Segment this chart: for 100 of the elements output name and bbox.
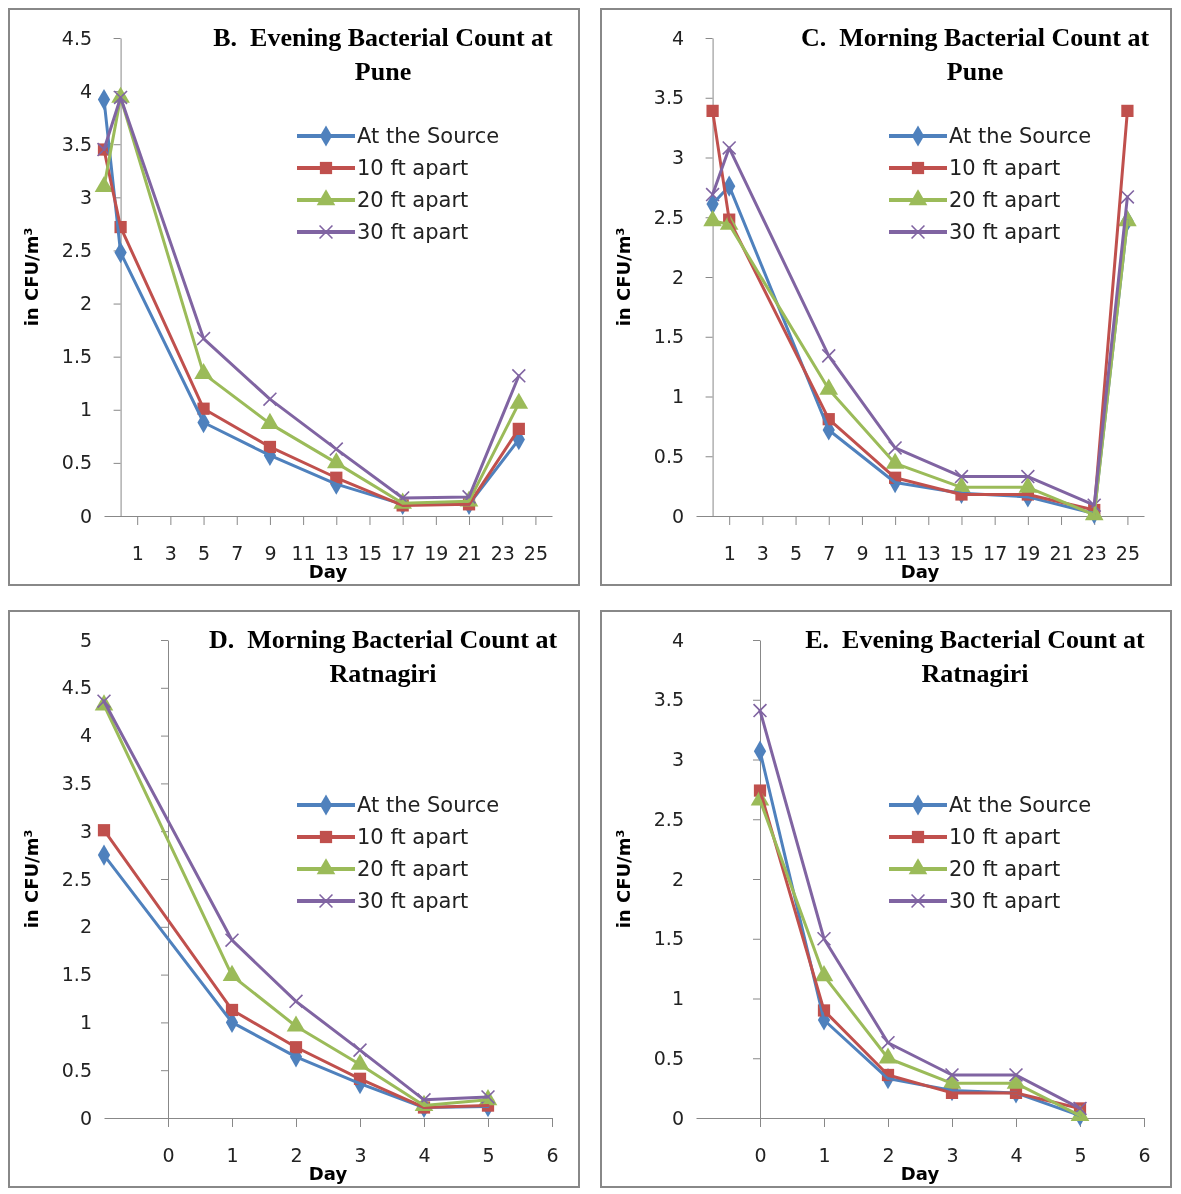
y-tick-label: 5 — [79, 628, 92, 651]
y-tick-label: 0 — [79, 504, 92, 527]
x-tick-label: 6 — [546, 1144, 559, 1167]
y-tick-label: 4 — [671, 628, 684, 651]
legend-label: 10 ft apart — [357, 825, 469, 850]
y-tick-label: 3.5 — [61, 132, 92, 155]
y-tick-label: 1 — [79, 1010, 92, 1033]
x-tick-label: 21 — [457, 542, 482, 565]
x-tick-label: 25 — [523, 542, 548, 565]
x-tick-label: 19 — [1016, 542, 1041, 565]
y-tick-label: 1.5 — [61, 963, 92, 986]
x-tick-label: 25 — [1115, 542, 1140, 565]
point — [511, 368, 527, 384]
y-axis-title: in CFU/m³ — [21, 829, 42, 929]
point — [721, 140, 737, 156]
legend-label: 30 ft apart — [949, 889, 1061, 914]
x-tick-label: 9 — [856, 542, 869, 565]
x-tick-label: 0 — [162, 1144, 175, 1167]
x-tick-label: 0 — [754, 1144, 767, 1167]
y-tick-label: 0.5 — [61, 1058, 92, 1081]
y-tick-label: 1.5 — [653, 927, 684, 950]
x-tick-label: 5 — [1074, 1144, 1087, 1167]
chart-title: C. Morning Bacterial Count at Pune — [800, 23, 1150, 86]
x-tick-label: 1 — [818, 1144, 831, 1167]
y-tick-label: 0.5 — [61, 451, 92, 474]
point — [224, 932, 240, 948]
y-tick-label: 1.5 — [653, 325, 684, 348]
legend-label: 10 ft apart — [357, 156, 469, 181]
x-tick-label: 17 — [391, 542, 416, 565]
y-tick-label: 2.5 — [61, 867, 92, 890]
point — [752, 703, 768, 718]
x-tick-label: 3 — [946, 1144, 959, 1167]
y-tick-label: 3 — [671, 146, 684, 169]
y-tick-label: 2 — [79, 915, 92, 938]
x-tick-label: 5 — [482, 1144, 495, 1167]
y-axis-title: in CFU/m³ — [613, 227, 634, 327]
chart-title: D. Morning Bacterial Count at Ratnagiri — [208, 625, 558, 688]
point — [954, 469, 969, 484]
point — [1020, 469, 1036, 484]
y-tick-label: 1 — [79, 398, 92, 421]
x-axis-title: Day — [900, 1163, 940, 1184]
x-tick-label: 9 — [264, 542, 277, 565]
legend-label: 10 ft apart — [949, 156, 1061, 181]
x-tick-label: 2 — [882, 1144, 895, 1167]
legend-label: 30 ft apart — [949, 220, 1061, 245]
x-tick-label: 23 — [490, 542, 515, 565]
legend-label: 30 ft apart — [357, 889, 469, 914]
y-tick-label: 2 — [79, 292, 92, 315]
x-tick-label: 21 — [1049, 542, 1074, 565]
y-tick-label: 1.5 — [61, 345, 92, 368]
x-tick-label: 17 — [983, 542, 1008, 565]
point — [196, 331, 211, 346]
x-tick-label: 7 — [823, 542, 836, 565]
legend-label: 30 ft apart — [357, 220, 469, 245]
point — [821, 348, 836, 364]
y-tick-label: 4 — [671, 26, 684, 49]
y-tick-label: 1 — [671, 987, 684, 1010]
x-tick-label: 1 — [131, 542, 144, 565]
legend-label: 20 ft apart — [949, 857, 1061, 882]
point — [1086, 498, 1102, 513]
y-tick-label: 4 — [79, 79, 92, 102]
point — [352, 1042, 368, 1058]
legend-label: 10 ft apart — [949, 825, 1061, 850]
y-tick-label: 2 — [671, 265, 684, 288]
chart-title: B. Evening Bacterial Count at Pune — [213, 23, 554, 86]
y-tick-label: 4.5 — [61, 26, 92, 49]
x-axis-title: Day — [308, 1163, 348, 1184]
legend-label: At the Source — [949, 793, 1092, 818]
x-tick-label: 4 — [418, 1144, 431, 1167]
point — [816, 931, 832, 946]
x-tick-label: 5 — [198, 542, 211, 565]
point — [880, 1035, 896, 1050]
legend-label: At the Source — [357, 124, 500, 149]
chart-title: E. Evening Bacterial Count at Ratnagiri — [805, 625, 1146, 688]
x-tick-label: 3 — [354, 1144, 367, 1167]
y-tick-label: 2.5 — [653, 205, 684, 228]
y-tick-label: 2 — [671, 867, 684, 890]
y-tick-label: 3 — [671, 748, 684, 771]
y-tick-label: 4 — [79, 724, 92, 747]
x-tick-label: 2 — [290, 1144, 303, 1167]
legend-label: At the Source — [357, 793, 500, 818]
y-tick-label: 0 — [79, 1106, 92, 1129]
y-axis-title: in CFU/m³ — [21, 227, 42, 327]
y-tick-label: 2.5 — [653, 807, 684, 830]
point — [329, 441, 344, 457]
y-tick-label: 3.5 — [653, 86, 684, 109]
legend-label: 20 ft apart — [357, 857, 469, 882]
y-tick-label: 4.5 — [61, 676, 92, 699]
x-tick-label: 4 — [1010, 1144, 1023, 1167]
legend-label: At the Source — [949, 124, 1092, 149]
y-tick-label: 0 — [671, 504, 684, 527]
legend-label: 20 ft apart — [949, 188, 1061, 213]
y-tick-label: 1 — [671, 385, 684, 408]
x-tick-label: 3 — [756, 542, 769, 565]
legend-label: 20 ft apart — [357, 188, 469, 213]
x-tick-label: 1 — [723, 542, 736, 565]
y-tick-label: 0 — [671, 1106, 684, 1129]
x-tick-label: 3 — [164, 542, 177, 565]
point — [113, 90, 128, 105]
x-tick-label: 7 — [231, 542, 244, 565]
